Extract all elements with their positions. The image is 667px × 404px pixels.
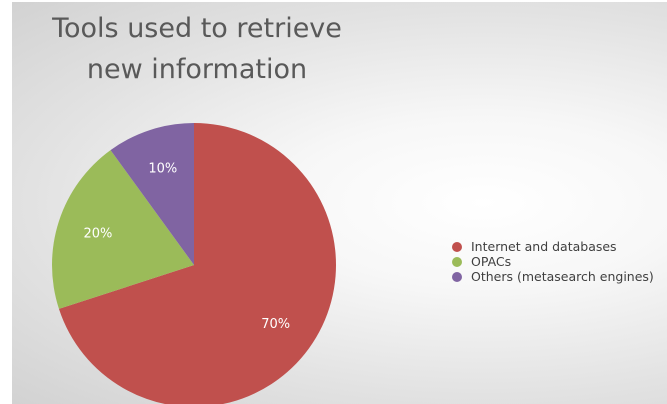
legend-label-others: Others (metasearch engines) [471,269,654,284]
data-label-internet: 70% [261,317,290,332]
pie-chart: 70% 20% 10% [51,123,336,404]
legend-label-internet: Internet and databases [471,239,617,254]
chart-title: Tools used to retrieve new information [12,8,382,90]
pie-slice-opacs [51,150,194,309]
legend-item-others: Others (metasearch engines) [452,269,654,284]
legend-label-opacs: OPACs [471,254,512,269]
data-label-others: 10% [148,161,177,176]
data-label-opacs: 20% [83,226,112,241]
legend-item-internet: Internet and databases [452,239,654,254]
legend-swatch-others [452,271,462,282]
legend-swatch-internet [452,241,462,252]
legend-item-opacs: OPACs [452,254,654,269]
chart-legend: Internet and databases OPACs Others (met… [452,239,654,284]
pie-slice-others [110,123,194,265]
chart-title-line-2: new information [86,54,308,85]
chart-area: Tools used to retrieve new information 7… [12,2,667,404]
legend-swatch-opacs [452,256,462,267]
pie-slice-internet [58,123,336,404]
chart-title-line-1: Tools used to retrieve [52,13,342,44]
